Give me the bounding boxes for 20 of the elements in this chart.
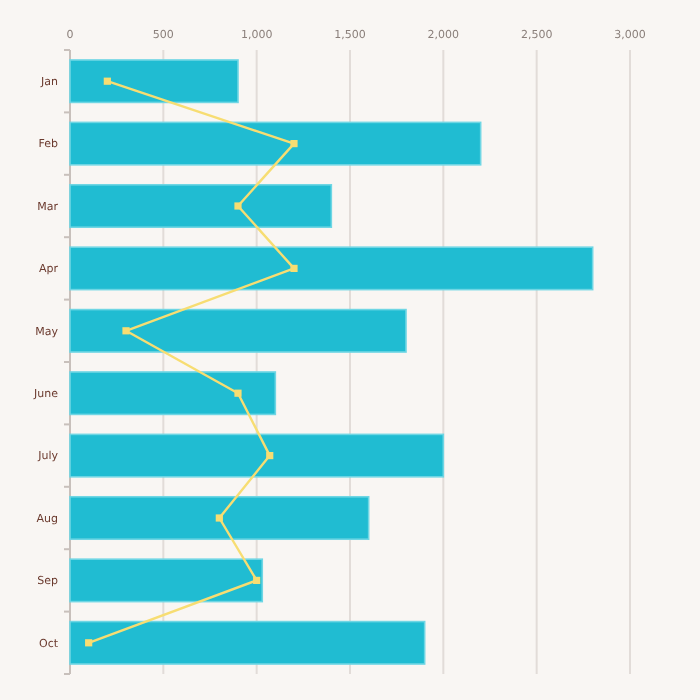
point — [290, 264, 298, 272]
point — [234, 202, 242, 210]
bar — [69, 59, 239, 104]
bar — [69, 371, 277, 416]
point — [122, 327, 130, 335]
bar — [69, 620, 426, 665]
point — [266, 452, 274, 460]
bar — [69, 495, 370, 541]
point — [215, 514, 223, 522]
bar — [69, 246, 594, 291]
point — [290, 140, 298, 148]
point — [103, 77, 111, 85]
point — [253, 576, 261, 584]
bar — [69, 308, 407, 353]
point — [85, 639, 93, 647]
bar — [69, 433, 445, 478]
point — [234, 389, 242, 397]
bar — [69, 121, 482, 166]
bar — [69, 183, 333, 229]
bar — [69, 558, 264, 603]
